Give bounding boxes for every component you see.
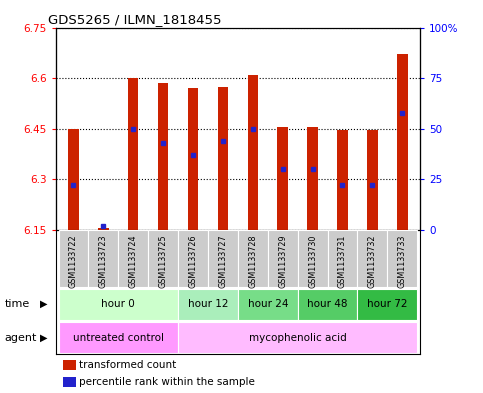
- Text: hour 24: hour 24: [247, 299, 288, 309]
- Bar: [357, 230, 387, 287]
- Text: agent: agent: [5, 332, 37, 343]
- Bar: [367, 130, 378, 230]
- Text: time: time: [5, 299, 30, 309]
- Text: ▶: ▶: [40, 299, 48, 309]
- Bar: [98, 228, 109, 230]
- Text: GSM1133732: GSM1133732: [368, 235, 377, 288]
- Bar: [397, 55, 408, 230]
- Bar: [118, 230, 148, 287]
- Bar: [58, 230, 88, 287]
- Bar: [298, 230, 327, 287]
- Bar: [238, 230, 268, 287]
- Text: untreated control: untreated control: [73, 332, 164, 343]
- Text: GSM1133729: GSM1133729: [278, 235, 287, 288]
- Bar: [63, 377, 76, 387]
- Text: hour 0: hour 0: [101, 299, 135, 309]
- Bar: [128, 78, 139, 230]
- Bar: [88, 230, 118, 287]
- Bar: [218, 86, 228, 230]
- Bar: [188, 88, 199, 230]
- Text: hour 48: hour 48: [307, 299, 348, 309]
- Bar: [337, 130, 348, 230]
- Bar: [357, 289, 417, 320]
- Text: GSM1133727: GSM1133727: [218, 235, 227, 288]
- Text: GSM1133723: GSM1133723: [99, 235, 108, 288]
- Bar: [178, 289, 238, 320]
- Bar: [178, 230, 208, 287]
- Text: GSM1133728: GSM1133728: [248, 235, 257, 288]
- Text: ▶: ▶: [40, 332, 48, 343]
- Text: GSM1133733: GSM1133733: [398, 235, 407, 288]
- Text: GSM1133724: GSM1133724: [129, 235, 138, 288]
- Text: percentile rank within the sample: percentile rank within the sample: [79, 377, 255, 387]
- Bar: [327, 230, 357, 287]
- Bar: [208, 230, 238, 287]
- Text: transformed count: transformed count: [79, 360, 176, 370]
- Bar: [68, 129, 79, 230]
- Text: GSM1133731: GSM1133731: [338, 235, 347, 288]
- Bar: [58, 322, 178, 353]
- Text: hour 12: hour 12: [188, 299, 228, 309]
- Text: mycophenolic acid: mycophenolic acid: [249, 332, 346, 343]
- Text: hour 72: hour 72: [367, 299, 408, 309]
- Text: GDS5265 / ILMN_1818455: GDS5265 / ILMN_1818455: [48, 13, 222, 26]
- Text: GSM1133725: GSM1133725: [158, 235, 168, 288]
- Bar: [387, 230, 417, 287]
- Bar: [307, 127, 318, 230]
- Text: GSM1133730: GSM1133730: [308, 235, 317, 288]
- Bar: [248, 75, 258, 230]
- Bar: [238, 289, 298, 320]
- Bar: [298, 289, 357, 320]
- Text: GSM1133726: GSM1133726: [188, 235, 198, 288]
- Bar: [277, 127, 288, 230]
- Bar: [63, 360, 76, 370]
- Bar: [268, 230, 298, 287]
- Bar: [178, 322, 417, 353]
- Bar: [148, 230, 178, 287]
- Bar: [158, 83, 169, 230]
- Bar: [58, 289, 178, 320]
- Text: GSM1133722: GSM1133722: [69, 235, 78, 288]
